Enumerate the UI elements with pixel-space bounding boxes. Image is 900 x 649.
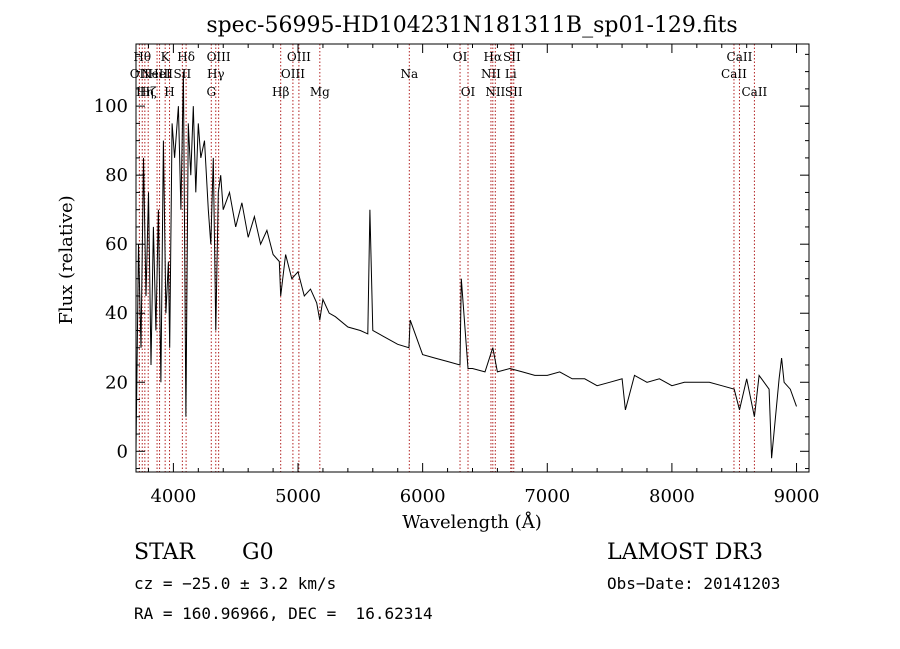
x-tick-label: 7000 [524, 486, 570, 507]
plot-frame [135, 43, 810, 473]
line-label-sii: SII [174, 67, 192, 81]
y-axis-ticks: 0 20 40 60 80 100 [94, 53, 809, 470]
x-tick-label: 4000 [150, 486, 196, 507]
line-label-h: H [164, 85, 174, 99]
line-label-caii: CaII [741, 85, 767, 99]
line-label-caii: CaII [727, 50, 753, 64]
line-label-oi: OI [453, 50, 468, 64]
x-tick-label: 9000 [774, 486, 820, 507]
line-label-hγ: Hγ [207, 67, 225, 81]
coordinates-readout: RA = 160.96966, DEC = 16.62314 [134, 604, 433, 623]
line-label-k: K [161, 50, 171, 64]
survey-name: LAMOST DR3 [607, 540, 763, 565]
line-label-oiii: OIII [287, 50, 311, 64]
y-axis-label: Flux (relative) [56, 195, 77, 324]
spectrum-line [135, 71, 797, 459]
line-label-sii: SII [503, 50, 521, 64]
y-tick-label: 0 [117, 441, 128, 462]
line-label-caii: CaII [721, 67, 747, 81]
chart-title: spec-56995-HD104231N181311B_sp01-129.fit… [206, 13, 737, 38]
line-label-hθ: Hθ [133, 50, 151, 64]
line-label-oi: OI [461, 85, 476, 99]
line-label-hδ: Hδ [177, 50, 195, 64]
x-axis-label: Wavelength (Å) [402, 511, 542, 533]
line-label-hζ: Hζ [140, 85, 157, 99]
line-label-neiii: NeIII [141, 67, 173, 81]
line-label-hβ: Hβ [272, 85, 289, 99]
y-tick-label: 60 [105, 234, 128, 255]
y-tick-label: 80 [105, 165, 128, 186]
observation-date: Obs−Date: 20141203 [607, 574, 781, 593]
emission-line-markers [138, 44, 755, 472]
line-label-sii: SII [505, 85, 523, 99]
line-label-li: Li [505, 67, 517, 81]
object-class: STAR [134, 540, 195, 565]
line-label-mg: Mg [310, 85, 330, 99]
x-tick-label: 6000 [400, 486, 446, 507]
x-tick-label: 8000 [649, 486, 695, 507]
object-subclass: G0 [242, 540, 274, 565]
line-label-oiii: OIII [207, 50, 231, 64]
redshift-readout: cz = −25.0 ± 3.2 km/s [134, 574, 337, 593]
line-label-oiii: OIII [281, 67, 305, 81]
y-tick-label: 20 [105, 372, 128, 393]
line-label-nii: NII [485, 85, 505, 99]
x-axis-ticks: 4000 5000 6000 7000 8000 9000 [147, 44, 820, 507]
line-label-nii: NII [481, 67, 501, 81]
y-tick-label: 100 [94, 96, 128, 117]
x-tick-label: 5000 [275, 486, 321, 507]
line-label-oii: OII [130, 67, 150, 81]
line-label-g: G [206, 85, 216, 99]
y-tick-label: 40 [105, 303, 128, 324]
line-label-hη: Hη [136, 85, 154, 99]
line-label-hei: HeI [148, 67, 171, 81]
emission-line-labels: OIIHθHηHζNeIIIHeIKHSIIHδGHγOIIIHβOIIIOII… [130, 50, 768, 99]
line-label-hα: Hα [484, 50, 503, 64]
line-label-na: Na [400, 67, 418, 81]
